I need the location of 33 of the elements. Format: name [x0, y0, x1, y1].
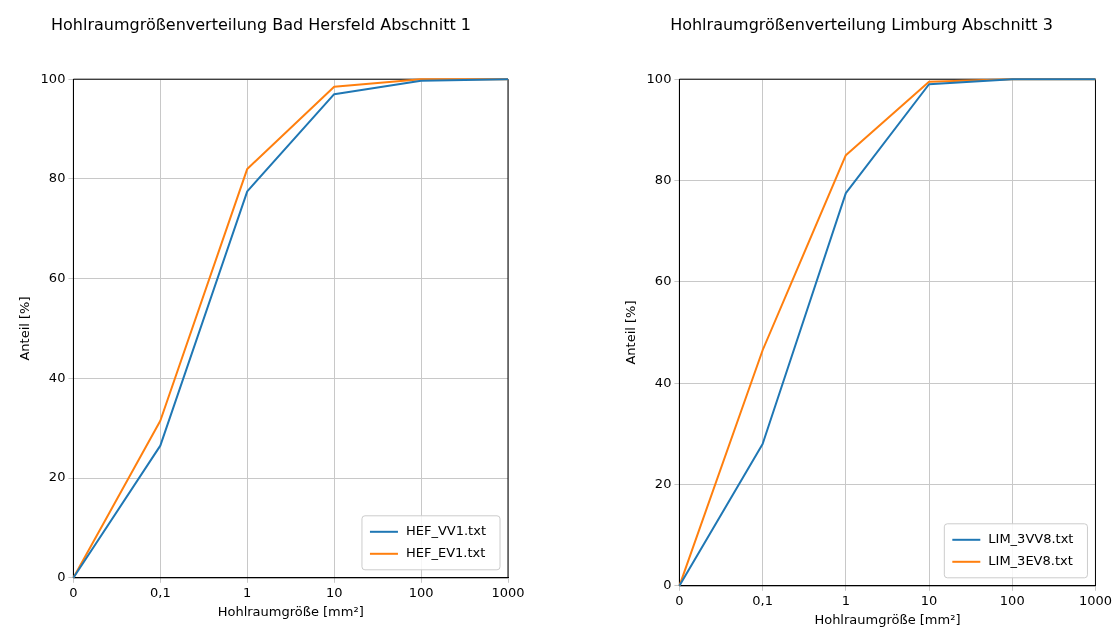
y-tick-label: 80 [654, 171, 672, 187]
x-tick-label: 10 [920, 592, 938, 608]
y-tick-label: 20 [48, 469, 66, 485]
x-tick-label: 1000 [491, 584, 525, 600]
y-tick-label: 80 [48, 170, 66, 186]
chart-title: Hohlraumgrößenverteilung Limburg Abschnitt 3 [670, 14, 1053, 34]
y-tick-label: 60 [654, 273, 672, 289]
x-tick-label: 100 [999, 592, 1025, 608]
x-tick-label: 0 [69, 584, 78, 600]
x-tick-label: 0 [675, 592, 684, 608]
y-tick-label: 20 [654, 475, 672, 491]
chart-title: Hohlraumgrößenverteilung Bad Hersfeld Abschnitt 1 [51, 14, 471, 34]
x-axis-title: Hohlraumgröße [mm²] [217, 603, 364, 619]
x-tick-label: 1 [841, 592, 850, 608]
legend-label: LIM_3VV8.txt [988, 531, 1074, 547]
legend-label: HEF_VV1.txt [405, 523, 486, 539]
x-axis-title: Hohlraumgröße [mm²] [814, 611, 961, 627]
y-axis-title: Anteil [%] [623, 300, 639, 365]
y-tick-label: 100 [40, 70, 66, 86]
legend-label: HEF_EV1.txt [405, 545, 486, 561]
x-tick-label: 0,1 [752, 592, 773, 608]
y-tick-label: 60 [48, 270, 66, 286]
x-tick-label: 10 [325, 584, 343, 600]
y-tick-label: 100 [646, 70, 672, 86]
x-tick-label: 1 [243, 584, 252, 600]
legend-label: LIM_3EV8.txt [988, 553, 1073, 569]
x-tick-label: 1000 [1078, 592, 1112, 608]
x-tick-label: 100 [408, 584, 434, 600]
y-axis-title: Anteil [%] [17, 296, 33, 361]
y-tick-label: 40 [654, 374, 672, 390]
y-tick-label: 0 [57, 569, 66, 585]
x-tick-label: 0,1 [149, 584, 171, 600]
y-tick-label: 40 [48, 369, 66, 385]
